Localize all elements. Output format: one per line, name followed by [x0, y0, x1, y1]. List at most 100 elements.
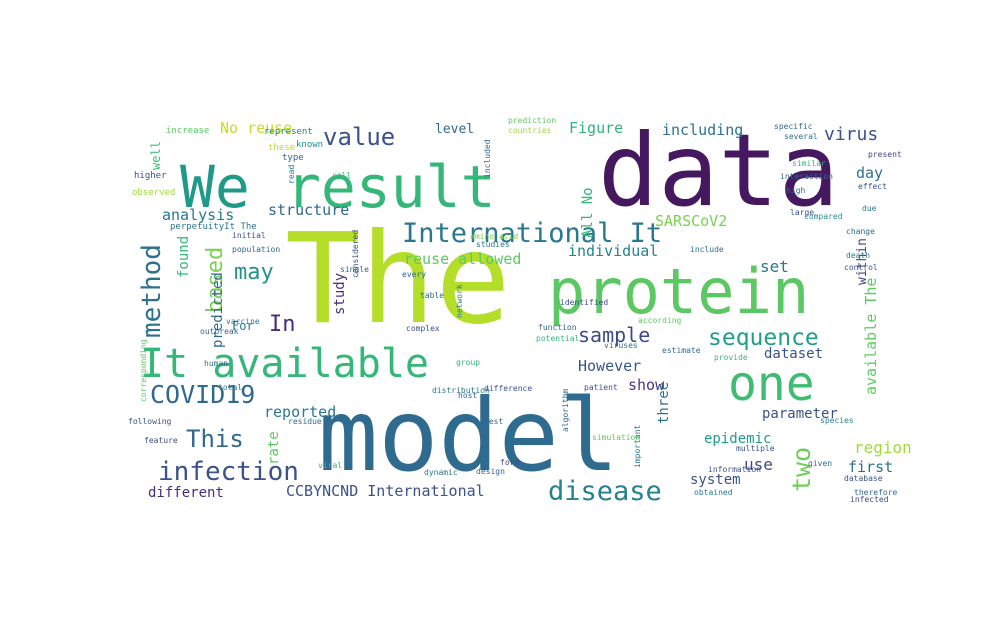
word-identified: identified: [560, 298, 608, 307]
word-perpetuityit-the: perpetuityIt The: [170, 222, 257, 232]
word-patient: patient: [584, 383, 618, 392]
word-dataset: dataset: [764, 346, 823, 362]
word-model: model: [318, 377, 619, 494]
word-higher: higher: [134, 171, 167, 181]
word-vaccine: vaccine: [226, 317, 260, 326]
word-observed: observed: [132, 188, 175, 198]
word-found: found: [176, 236, 192, 278]
word-due: due: [862, 204, 877, 213]
word-parameter: parameter: [762, 406, 838, 422]
word-obtained: obtained: [694, 488, 733, 497]
word-interaction: interaction: [780, 172, 833, 181]
word-group: group: [456, 358, 480, 367]
word-several: several: [784, 132, 818, 141]
word-increase: increase: [166, 126, 209, 136]
word-individual: individual: [568, 242, 658, 260]
word-control: control: [844, 263, 878, 272]
word-in: In: [269, 312, 296, 337]
word-infected: infected: [850, 495, 889, 504]
word-compared: compared: [804, 212, 843, 221]
word-database: database: [844, 474, 883, 483]
word-therefore: therefore: [854, 488, 898, 497]
word-considered: considered: [351, 230, 360, 278]
word-important: important: [633, 424, 642, 468]
word-disease: disease: [548, 476, 662, 507]
word-including: including: [662, 121, 743, 139]
word-represent: represent: [264, 127, 313, 137]
word-corresponding: corresponding: [139, 339, 148, 402]
word-estimate: estimate: [662, 346, 701, 355]
word-similar: similar: [792, 159, 826, 168]
word-study: study: [332, 273, 348, 315]
word-we: We: [180, 153, 250, 221]
word-three: three: [656, 382, 672, 424]
word-present: present: [868, 150, 902, 159]
word-sequence: sequence: [708, 325, 819, 351]
word-distribution: distribution: [432, 386, 490, 395]
word-first: first: [848, 458, 893, 476]
word-method: method: [137, 244, 167, 338]
word-level: level: [435, 122, 474, 137]
word-type: type: [282, 153, 304, 163]
word-sarscov2: SARSCoV2: [655, 212, 727, 230]
word-well: well: [149, 141, 163, 170]
word-initial: initial: [232, 231, 266, 240]
word-large: large: [790, 208, 814, 217]
word-single: single: [340, 265, 369, 274]
word-network: network: [455, 284, 464, 318]
word-simulation: simulation: [592, 433, 640, 442]
word-complex: complex: [406, 324, 440, 333]
word-given: given: [808, 459, 832, 468]
word-algorithm: algorithm: [561, 388, 570, 432]
word-this: This: [186, 425, 244, 453]
word-according: according: [638, 316, 682, 325]
word-structure: structure: [268, 201, 349, 219]
word-information: information: [708, 465, 761, 474]
word-countries: countries: [508, 126, 552, 135]
word-however: However: [578, 357, 641, 375]
word-analysis: analysis: [162, 206, 234, 224]
word-the: The: [285, 207, 511, 352]
word-viral: viral: [318, 461, 342, 470]
word-region: region: [854, 438, 912, 457]
word-prediction: prediction: [508, 116, 556, 125]
word-multiple: multiple: [736, 444, 775, 453]
word-amino-acid: amino acid: [470, 232, 518, 241]
word-system: system: [690, 472, 741, 488]
word-sample: sample: [578, 323, 650, 347]
word-based: based: [203, 247, 228, 313]
word-set: set: [760, 257, 789, 276]
word-these: these: [268, 143, 295, 153]
word-different: different: [148, 485, 224, 501]
word-provide: provide: [714, 353, 748, 362]
word-epidemic: epidemic: [704, 431, 771, 447]
word-value: value: [323, 123, 395, 151]
word-it-available: It available: [140, 341, 429, 387]
word-potential: potential: [536, 334, 580, 343]
word-virus: virus: [824, 124, 878, 145]
word-two: two: [787, 447, 816, 492]
word-no-reuse: No reuse: [220, 119, 292, 137]
word-reported: reported: [264, 403, 336, 421]
word-international-it: International It: [402, 218, 662, 249]
word-residue: residue: [288, 417, 322, 426]
word-following: following: [128, 417, 172, 426]
word-dynamic: dynamic: [424, 468, 458, 477]
word-include: include: [690, 245, 724, 254]
word-table: table: [420, 291, 444, 300]
word-host: host: [458, 391, 477, 400]
word-may: may: [234, 260, 274, 285]
word-ccbyncnd-international: CCBYNCND International: [286, 482, 485, 500]
word-reuse-allowed: reuse allowed: [404, 250, 521, 268]
word-studies: studies: [476, 240, 510, 249]
word-every: every: [402, 270, 426, 279]
word-viruses: viruses: [604, 341, 638, 350]
word-function: function: [538, 323, 577, 332]
word-for: For: [232, 319, 254, 333]
word-within: within: [855, 238, 870, 285]
word-all-no: All No: [580, 187, 596, 238]
word-human: human: [204, 359, 228, 368]
word-available-the: available The: [862, 278, 880, 395]
word-data: data: [598, 112, 839, 229]
word-show: show: [628, 376, 665, 394]
